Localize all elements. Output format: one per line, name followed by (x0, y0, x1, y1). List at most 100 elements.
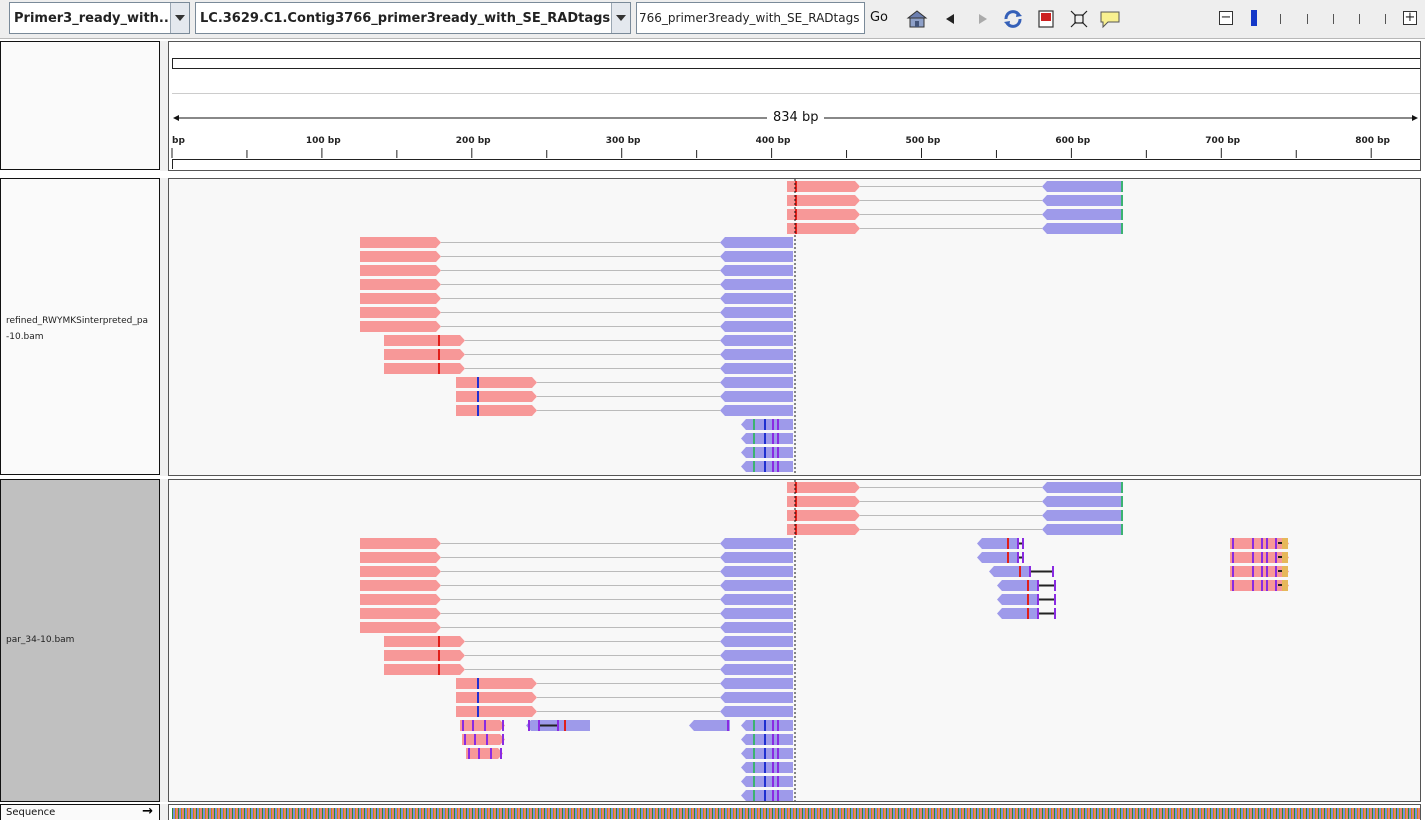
sequence-base[interactable] (1345, 808, 1347, 819)
sequence-base[interactable] (841, 808, 843, 819)
sequence-base[interactable] (1417, 808, 1419, 819)
sequence-base[interactable] (1304, 808, 1306, 819)
sequence-base[interactable] (1174, 808, 1176, 819)
sequence-base[interactable] (1154, 808, 1156, 819)
sequence-base[interactable] (1375, 808, 1377, 819)
sequence-base[interactable] (1364, 808, 1366, 819)
reverse-read[interactable] (741, 419, 793, 430)
sequence-base[interactable] (1394, 808, 1396, 819)
sequence-base[interactable] (1190, 808, 1192, 819)
sequence-base[interactable] (1318, 808, 1320, 819)
sequence-base[interactable] (230, 808, 232, 819)
sequence-base[interactable] (904, 808, 906, 819)
mismatch-mark[interactable] (438, 650, 440, 661)
sequence-base[interactable] (172, 808, 174, 819)
mismatch-mark[interactable] (438, 664, 440, 675)
sequence-base[interactable] (1349, 808, 1351, 819)
insertion-mark[interactable] (772, 790, 774, 801)
sequence-base[interactable] (668, 808, 670, 819)
sequence-base[interactable] (1306, 808, 1308, 819)
sequence-base[interactable] (1381, 808, 1383, 819)
sequence-base[interactable] (712, 808, 714, 819)
sequence-base[interactable] (1396, 808, 1398, 819)
sequence-base[interactable] (424, 808, 426, 819)
sequence-base[interactable] (688, 808, 690, 819)
sequence-base[interactable] (773, 808, 775, 819)
sequence-base[interactable] (1316, 808, 1318, 819)
sequence-base[interactable] (772, 808, 774, 819)
sequence-base[interactable] (1232, 808, 1234, 819)
sequence-base[interactable] (481, 808, 483, 819)
sequence-base[interactable] (683, 808, 685, 819)
sequence-base[interactable] (257, 808, 259, 819)
forward-read[interactable] (787, 496, 860, 507)
sequence-base[interactable] (965, 808, 967, 819)
sequence-base[interactable] (725, 808, 727, 819)
sequence-base[interactable] (560, 808, 562, 819)
sequence-base[interactable] (457, 808, 459, 819)
sequence-base[interactable] (970, 808, 972, 819)
sequence-base[interactable] (1064, 808, 1066, 819)
sequence-base[interactable] (1012, 808, 1014, 819)
insertion-mark[interactable] (772, 748, 774, 759)
insertion-mark[interactable] (777, 433, 779, 444)
sequence-base[interactable] (1283, 808, 1285, 819)
sequence-base[interactable] (556, 808, 558, 819)
sequence-base[interactable] (755, 808, 757, 819)
sequence-base[interactable] (1231, 808, 1233, 819)
sequence-base[interactable] (1102, 808, 1104, 819)
mismatch-mark[interactable] (795, 510, 797, 521)
sequence-base[interactable] (1250, 808, 1252, 819)
sequence-base[interactable] (181, 808, 183, 819)
sequence-base[interactable] (860, 808, 862, 819)
sequence-base[interactable] (1229, 808, 1231, 819)
insertion-mark[interactable] (1232, 566, 1234, 577)
sequence-base[interactable] (631, 808, 633, 819)
sequence-base[interactable] (532, 808, 534, 819)
sequence-base[interactable] (269, 808, 271, 819)
sequence-base[interactable] (521, 808, 523, 819)
forward-read[interactable] (456, 405, 537, 416)
sequence-base[interactable] (796, 808, 798, 819)
insertion-mark[interactable] (772, 419, 774, 430)
sequence-base[interactable] (1219, 808, 1221, 819)
sequence-base[interactable] (1169, 808, 1171, 819)
mismatch-mark[interactable] (753, 461, 755, 472)
sequence-base[interactable] (752, 808, 754, 819)
sequence-base[interactable] (436, 808, 438, 819)
sequence-base[interactable] (497, 808, 499, 819)
sequence-base[interactable] (173, 808, 175, 819)
reverse-read[interactable] (1042, 482, 1123, 493)
sequence-base[interactable] (775, 808, 777, 819)
sequence-base[interactable] (611, 808, 613, 819)
sequence-base[interactable] (743, 808, 745, 819)
sequence-base[interactable] (991, 808, 993, 819)
mismatch-mark[interactable] (477, 692, 479, 703)
reverse-read[interactable] (720, 279, 793, 290)
sequence-base[interactable] (1277, 808, 1279, 819)
sequence-base[interactable] (1022, 808, 1024, 819)
sequence-base[interactable] (893, 808, 895, 819)
sequence-base[interactable] (499, 808, 501, 819)
sequence-base[interactable] (394, 808, 396, 819)
sequence-base[interactable] (197, 808, 199, 819)
sequence-base[interactable] (791, 808, 793, 819)
sequence-base[interactable] (311, 808, 313, 819)
sequence-base[interactable] (697, 808, 699, 819)
sequence-base[interactable] (1217, 808, 1219, 819)
sequence-base[interactable] (998, 808, 1000, 819)
reverse-read[interactable] (741, 734, 793, 745)
sequence-base[interactable] (1073, 808, 1075, 819)
sequence-base[interactable] (1009, 808, 1011, 819)
insertion-mark[interactable] (1052, 566, 1054, 577)
sequence-base[interactable] (1006, 808, 1008, 819)
home-icon[interactable] (906, 8, 928, 30)
sequence-base[interactable] (815, 808, 817, 819)
forward-read[interactable] (360, 566, 441, 577)
sequence-base[interactable] (515, 808, 517, 819)
sequence-base[interactable] (803, 808, 805, 819)
sequence-base[interactable] (208, 808, 210, 819)
sequence-base[interactable] (427, 808, 429, 819)
sequence-base[interactable] (1352, 808, 1354, 819)
sequence-base[interactable] (935, 808, 937, 819)
